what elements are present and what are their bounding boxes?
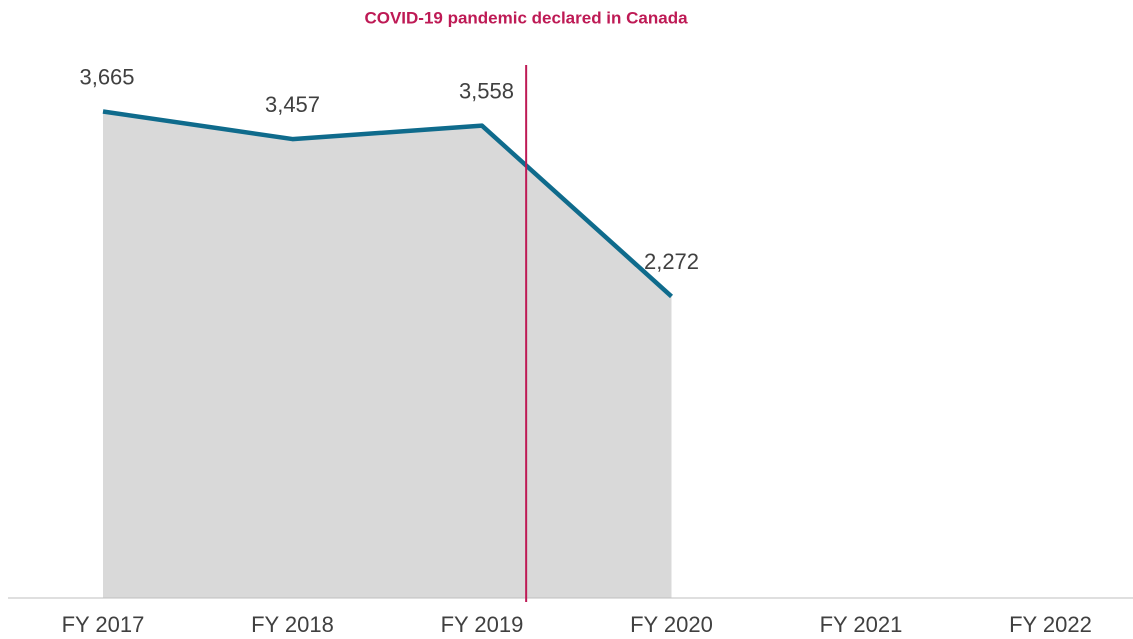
- area: [103, 111, 672, 598]
- x-tick-label: FY 2022: [1009, 612, 1092, 637]
- data-label: 2,272: [644, 249, 699, 274]
- data-label: 3,558: [459, 78, 514, 103]
- chart-title: COVID-19 pandemic declared in Canada: [364, 8, 688, 27]
- line: [102, 109, 674, 299]
- x-tick-label: FY 2020: [630, 612, 713, 637]
- x-tick-label: FY 2018: [251, 612, 334, 637]
- data-label: 3,457: [265, 92, 320, 117]
- x-tick-label: FY 2019: [441, 612, 524, 637]
- x-tick-label: FY 2021: [820, 612, 903, 637]
- data-label: 3,665: [79, 64, 134, 89]
- x-tick-label: FY 2017: [62, 612, 145, 637]
